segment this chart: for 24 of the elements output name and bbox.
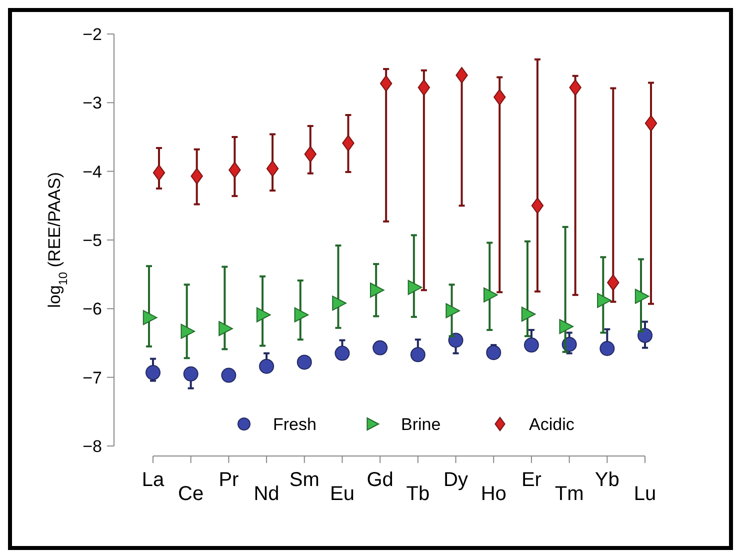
- x-tick-label: Tm: [554, 483, 584, 505]
- x-tick-label: Nd: [254, 483, 280, 505]
- x-tick-label: Ho: [480, 483, 506, 505]
- legend-label: Brine: [401, 414, 441, 434]
- y-tick-label: −4: [82, 162, 102, 182]
- x-tick-label: Eu: [330, 483, 354, 505]
- x-tick-label: Dy: [444, 469, 468, 491]
- y-tick-label: −7: [82, 368, 102, 388]
- x-tick-label: La: [142, 469, 165, 491]
- y-tick-label: −5: [82, 230, 102, 250]
- x-tick-label: Sm: [289, 469, 320, 491]
- x-tick-label: Tb: [406, 483, 430, 505]
- x-tick-label: Lu: [634, 483, 656, 505]
- x-tick-label: Ce: [178, 483, 204, 505]
- x-tick-label: Gd: [366, 469, 394, 491]
- x-tick-label: Er: [521, 469, 542, 491]
- x-tick-label: Pr: [218, 469, 240, 491]
- y-tick-label: −6: [82, 300, 102, 319]
- legend-label: Acidic: [529, 414, 575, 434]
- y-tick-label: −8: [82, 436, 102, 456]
- y-tick-label: −3: [82, 94, 102, 113]
- legend-label: Fresh: [273, 414, 316, 434]
- x-tick-label: Yb: [594, 469, 620, 491]
- y-tick-label: −2: [82, 24, 102, 44]
